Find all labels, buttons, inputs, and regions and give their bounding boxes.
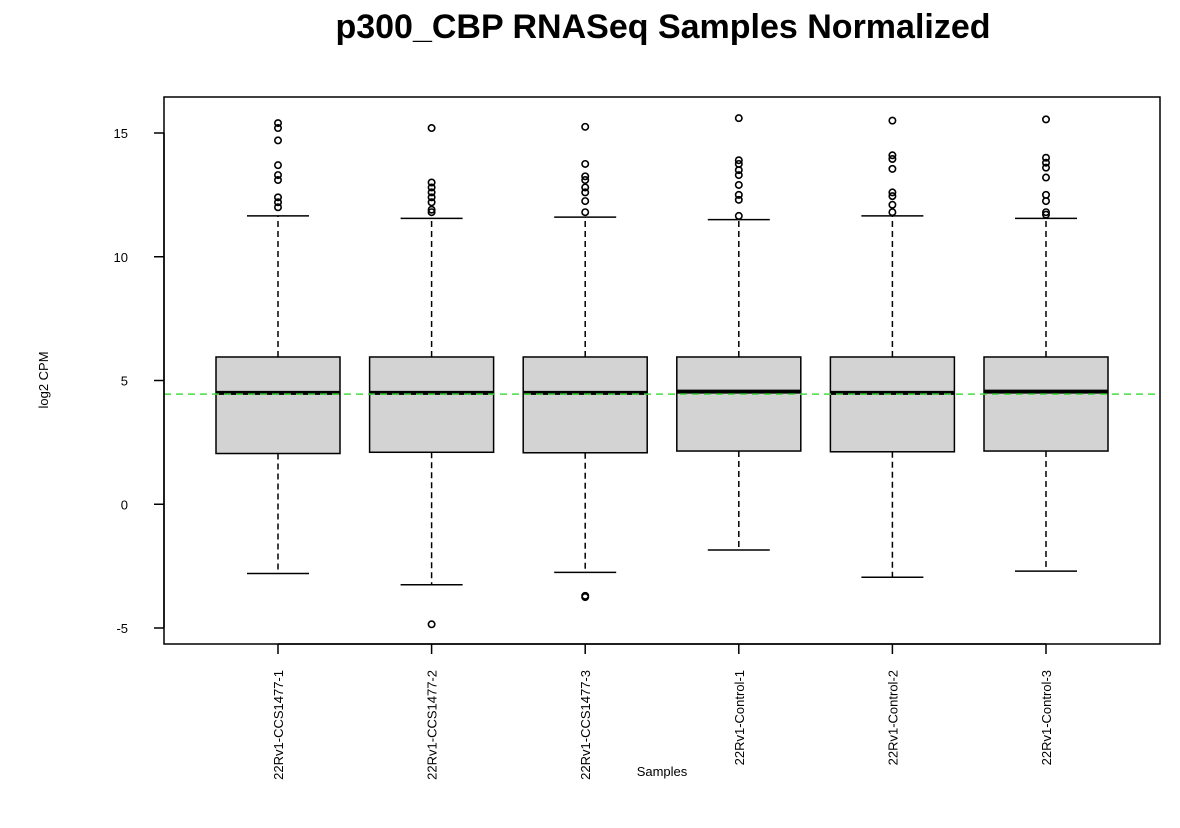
y-tick-label: -5 [116,621,128,636]
outlier-point [734,195,743,204]
outlier-point [1042,153,1051,162]
outlier-point [427,188,436,197]
outlier-point [734,180,743,189]
outlier-point [273,193,282,202]
box-iqr [829,356,956,453]
outlier-point [1042,208,1051,217]
outlier-point [1042,115,1051,124]
outlier-point [581,593,590,602]
outlier-point [1042,210,1051,219]
outlier-point [427,198,436,207]
outlier-point [888,116,897,125]
outlier-point [427,620,436,629]
box-1 [215,119,341,575]
y-tick-label: 15 [114,126,128,141]
outlier-point [888,188,897,197]
outlier-point [1042,197,1051,206]
outlier-point [734,211,743,220]
box-iqr [676,356,802,452]
box-3 [522,122,648,602]
outlier-point [427,208,436,217]
outlier-point [427,178,436,187]
outlier-point [1042,173,1051,182]
outlier-point [888,192,897,201]
y-tick-label: 10 [114,250,128,265]
outlier-point [581,122,590,131]
y-tick-label: 0 [121,497,128,512]
outlier-point [427,205,436,214]
outlier-point [581,197,590,206]
x-axis-label: Samples [637,764,688,779]
outlier-point [581,176,590,185]
outlier-point [734,171,743,180]
outlier-point [888,208,897,217]
outlier-point [734,114,743,123]
outlier-point [581,183,590,192]
outlier-point [581,208,590,217]
x-tick-label: 22Rv1-Control-1 [732,670,747,765]
x-tick-label: 22Rv1-Control-2 [885,670,900,765]
x-tick-label: 22Rv1-CCS1477-2 [425,670,440,780]
x-tick-label: 22Rv1-CCS1477-3 [578,670,593,780]
outlier-point [273,171,282,180]
outlier-point [1042,158,1051,167]
outlier-point [273,203,282,212]
outlier-point [888,164,897,173]
y-tick-label: 5 [121,374,128,389]
box-4 [676,114,802,551]
outlier-point [734,190,743,199]
box-2 [368,124,495,629]
outlier-point [581,159,590,168]
outlier-point [273,124,282,133]
box-6 [983,115,1109,572]
outlier-point [888,151,897,160]
outlier-point [734,156,743,165]
outlier-point [273,198,282,207]
box-iqr [983,356,1109,452]
outlier-point [734,166,743,175]
outlier-point [427,183,436,192]
outlier-point [273,119,282,128]
box-iqr [522,356,648,454]
outlier-point [427,193,436,202]
box-iqr [215,356,341,455]
chart-title: p300_CBP RNASeq Samples Normalized [335,8,991,46]
x-tick-label: 22Rv1-CCS1477-1 [271,670,286,780]
outlier-point [273,136,282,145]
box-5 [829,116,956,579]
outlier-point [581,172,590,181]
outlier-point [273,161,282,170]
outlier-point [1042,163,1051,172]
outlier-point [888,200,897,209]
outlier-point [888,154,897,163]
box-iqr [368,356,495,454]
outlier-point [581,188,590,197]
outlier-point [273,176,282,185]
x-tick-label: 22Rv1-Control-3 [1039,670,1054,765]
outlier-point [427,124,436,133]
y-axis-label: log2 CPM [36,351,51,408]
